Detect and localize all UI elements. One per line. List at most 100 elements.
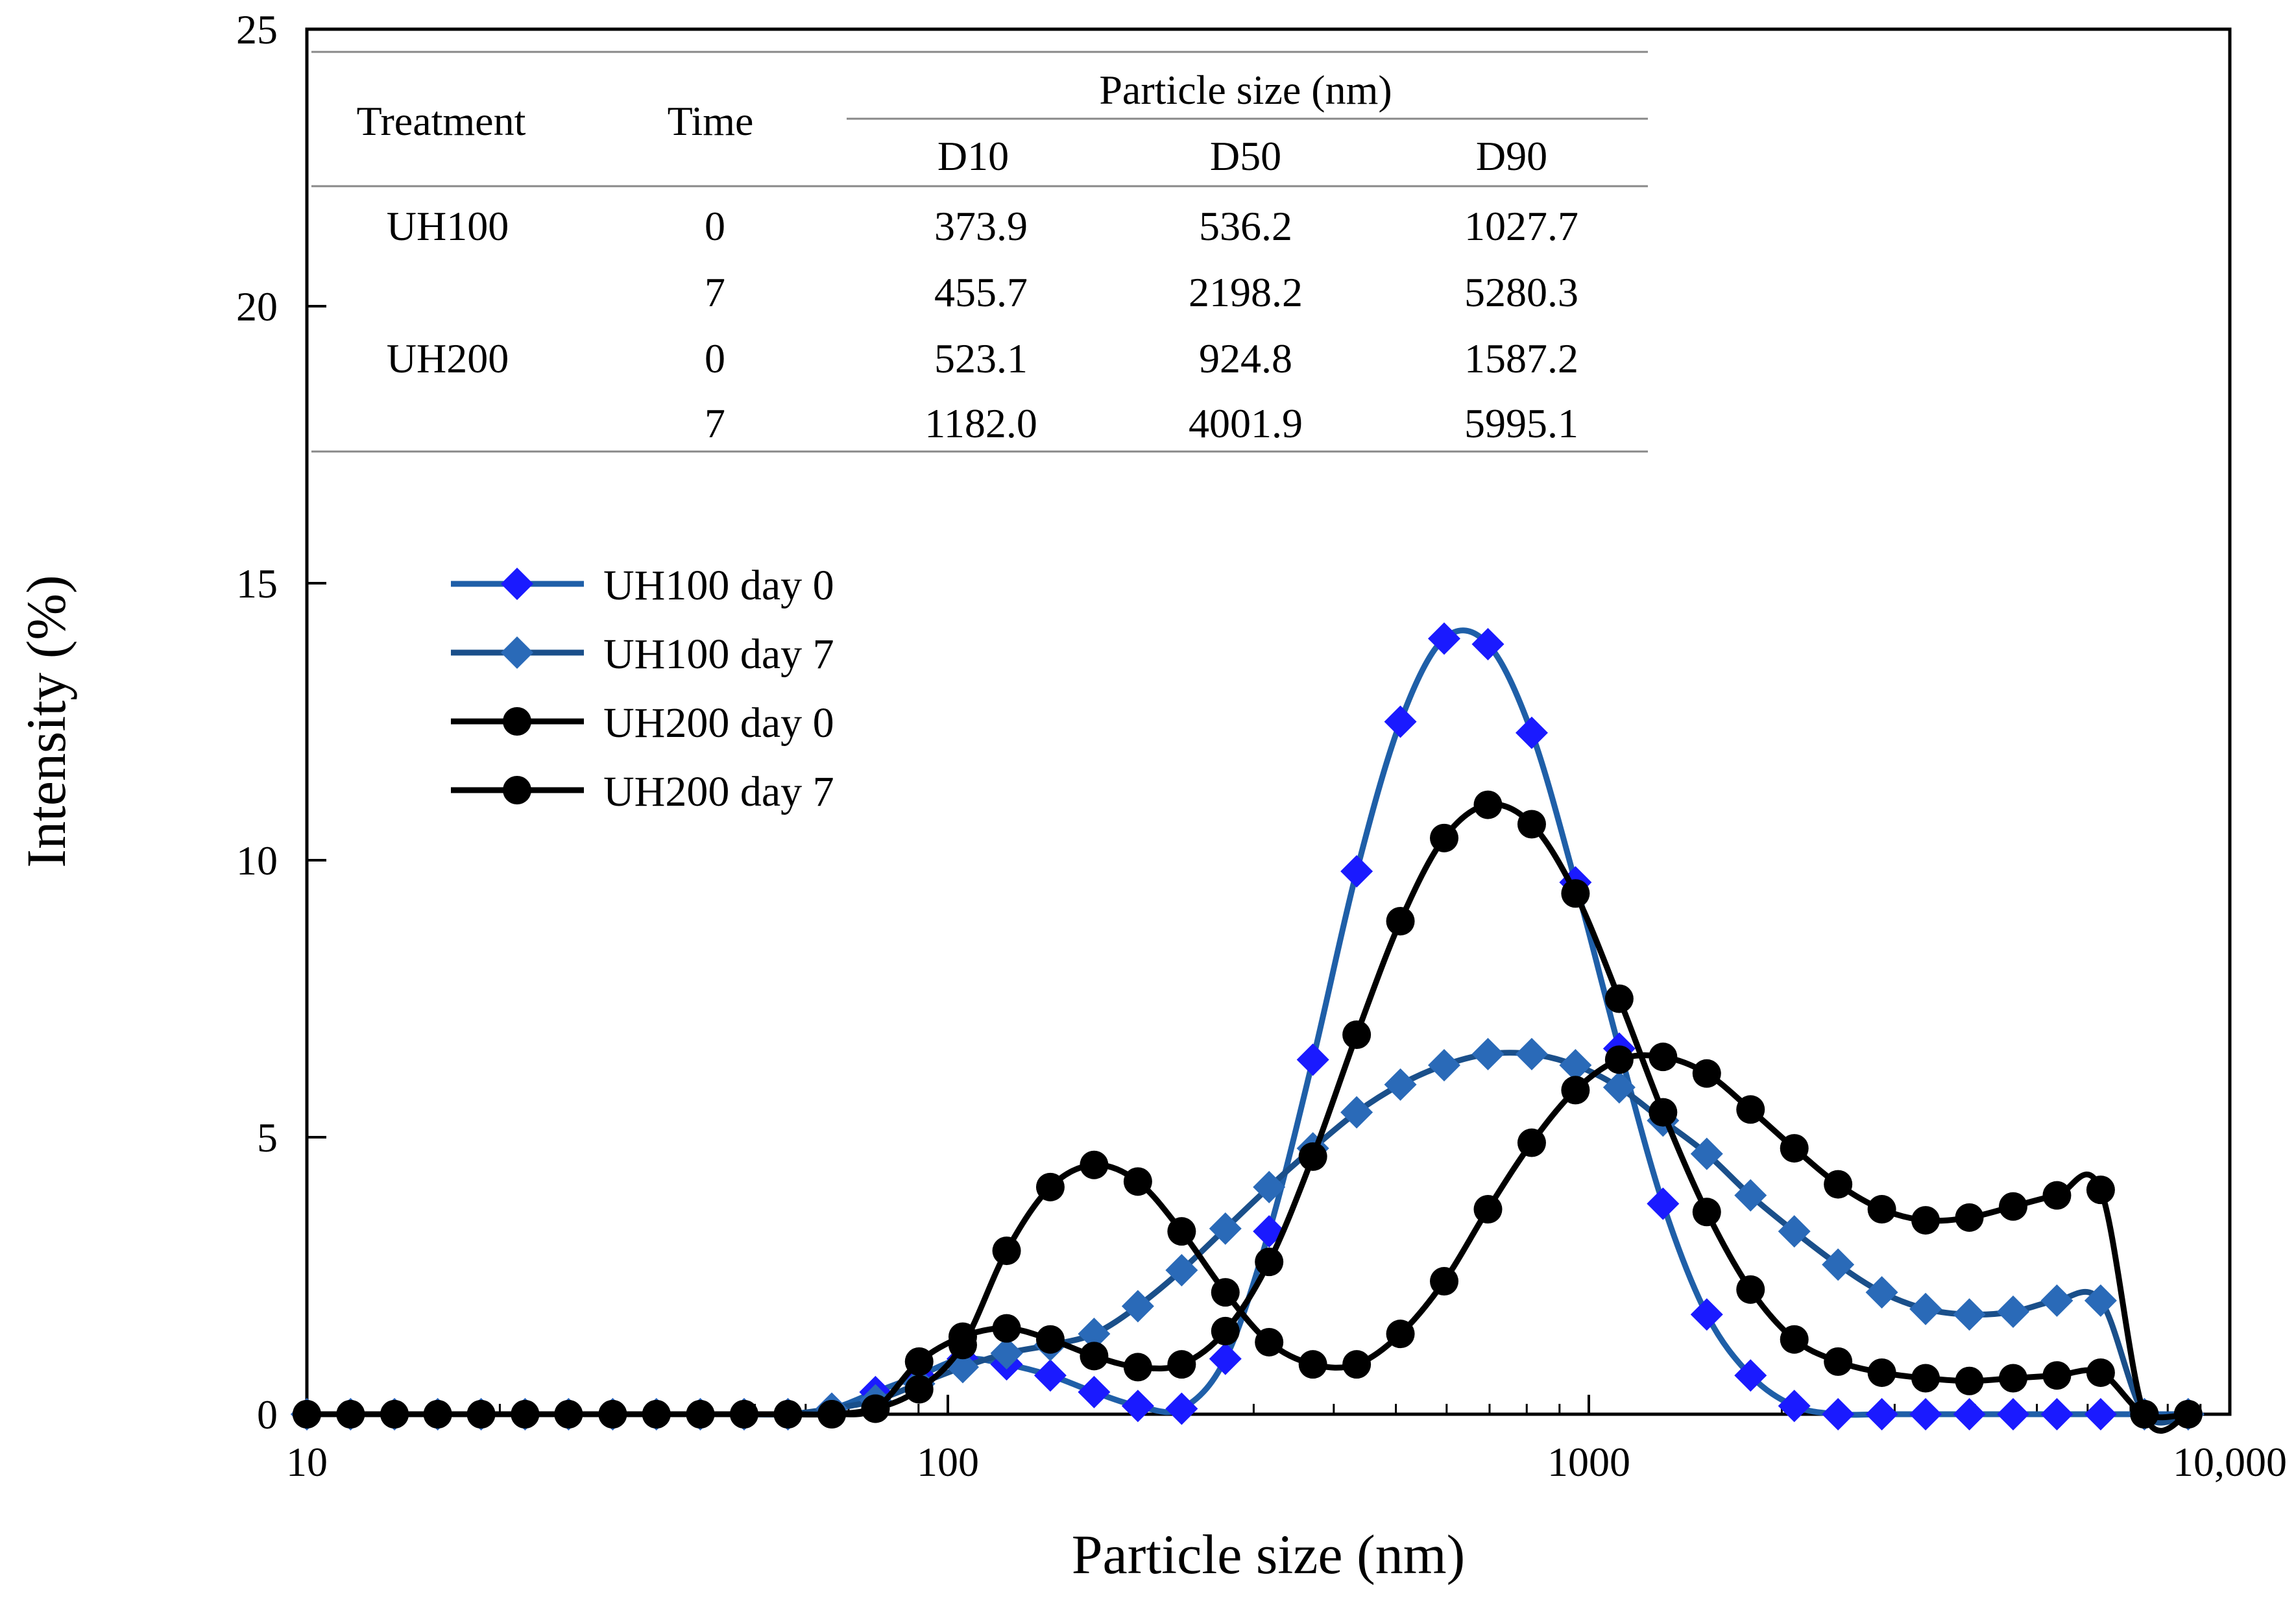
data-point: [686, 1400, 715, 1428]
data-point: [1911, 1206, 1940, 1235]
data-point: [380, 1400, 409, 1428]
table-cell-d50: 924.8: [1199, 335, 1292, 381]
table-row: UH100 0 373.9 536.2 1027.7: [387, 203, 1578, 249]
data-point: [1428, 1048, 1461, 1081]
data-point: [2173, 1400, 2203, 1428]
legend-label: UH100 day 0: [603, 562, 834, 609]
data-point: [2042, 1361, 2072, 1390]
data-point: [1384, 705, 1417, 738]
data-point: [990, 1337, 1023, 1370]
data-point: [1602, 1071, 1636, 1104]
legend-label: UH100 day 7: [603, 631, 834, 678]
data-point: [1386, 1320, 1415, 1349]
data-point: [1298, 1350, 1327, 1379]
data-point: [2084, 1398, 2117, 1430]
data-point: [1342, 1020, 1372, 1050]
data-point: [1340, 1096, 1373, 1129]
data-point: [1473, 790, 1503, 819]
y-tick-label: 15: [236, 560, 278, 607]
data-point: [1955, 1203, 1984, 1232]
legend: UH100 day 0 UH100 day 7 UH200 day 0 UH200 d…: [451, 562, 834, 815]
series-line: [306, 801, 2189, 1421]
data-point: [293, 1400, 321, 1428]
x-tick-label: 100: [917, 1439, 979, 1485]
data-point: [1911, 1364, 1940, 1393]
table-cell-treatment: UH100: [387, 203, 509, 249]
data-point: [1033, 1359, 1067, 1392]
table-cell-d90: 5280.3: [1464, 269, 1578, 315]
data-point: [1780, 1134, 1809, 1163]
data-point: [2086, 1175, 2115, 1205]
data-point: [1778, 1390, 1811, 1423]
data-point: [1035, 1172, 1065, 1201]
table-row: UH200 0 523.1 924.8 1587.2: [387, 335, 1578, 381]
data-point: [1078, 1375, 1111, 1408]
legend-item: UH200 day 7: [451, 768, 834, 815]
data-point: [1123, 1353, 1152, 1382]
data-point: [1167, 1217, 1196, 1246]
x-axis-title: Particle size (nm): [1072, 1523, 1466, 1585]
table-header-treatment: Treatment: [357, 98, 526, 144]
table-cell-time: 0: [705, 203, 725, 249]
data-point: [1824, 1170, 1853, 1199]
table-header-time: Time: [668, 98, 754, 144]
data-point: [817, 1400, 847, 1428]
data-point: [729, 1400, 758, 1428]
data-point: [1824, 1347, 1853, 1376]
data-point: [1078, 1318, 1111, 1351]
data-point: [1255, 1247, 1284, 1277]
data-point: [1165, 1253, 1198, 1286]
data-point: [511, 1400, 540, 1428]
data-point: [1296, 1043, 1329, 1076]
data-point: [1647, 1187, 1680, 1220]
table-header-d90: D90: [1476, 133, 1547, 179]
data-point: [466, 1400, 496, 1428]
legend-marker: [501, 636, 533, 669]
data-point: [2040, 1398, 2073, 1430]
data-point: [904, 1347, 934, 1376]
data-point: [423, 1400, 452, 1428]
data-point: [1953, 1298, 1986, 1331]
table-cell-d50: 4001.9: [1189, 400, 1303, 446]
table-header-d50: D50: [1210, 133, 1281, 179]
table-cell-d90: 1587.2: [1464, 335, 1578, 381]
data-point: [1211, 1316, 1240, 1345]
table-header-d10: D10: [937, 133, 1009, 179]
data-point: [1780, 1325, 1809, 1354]
data-point: [1121, 1290, 1154, 1323]
data-point: [1909, 1292, 1942, 1325]
data-point: [1471, 1037, 1504, 1070]
data-point: [1561, 1076, 1590, 1105]
data-point: [1998, 1364, 2027, 1393]
legend-label: UH200 day 7: [603, 768, 834, 815]
data-point: [1167, 1350, 1196, 1379]
data-point: [1473, 1195, 1503, 1224]
data-point: [642, 1400, 671, 1428]
data-point: [1692, 1059, 1721, 1088]
table-cell-d10: 1182.0: [924, 400, 1037, 446]
legend-marker: [503, 776, 531, 804]
legend-item: UH100 day 7: [451, 631, 834, 678]
table-cell-d90: 1027.7: [1464, 203, 1578, 249]
x-tick-label: 1000: [1547, 1439, 1630, 1485]
data-point: [1822, 1248, 1855, 1281]
data-point: [1123, 1167, 1152, 1196]
table-cell-time: 7: [705, 400, 725, 446]
table-header-group: Particle size (nm): [1099, 67, 1392, 113]
data-point: [1121, 1390, 1154, 1423]
x-tick-label: 10,000: [2173, 1439, 2287, 1485]
table-cell-treatment: UH200: [387, 335, 509, 381]
axes: 0 5 10 15 20 25 10 100 1000 10,000: [236, 6, 2287, 1485]
data-point: [1867, 1195, 1896, 1224]
data-point: [1165, 1392, 1198, 1425]
data-point: [336, 1400, 365, 1428]
data-point: [2086, 1358, 2115, 1387]
data-point: [1428, 622, 1461, 655]
data-point: [1515, 716, 1548, 749]
data-point: [1386, 906, 1415, 935]
data-point: [904, 1375, 934, 1404]
series-line: [306, 1050, 2189, 1426]
data-point: [1692, 1198, 1721, 1227]
data-point: [2042, 1181, 2072, 1210]
table-cell-d90: 5995.1: [1464, 400, 1578, 446]
